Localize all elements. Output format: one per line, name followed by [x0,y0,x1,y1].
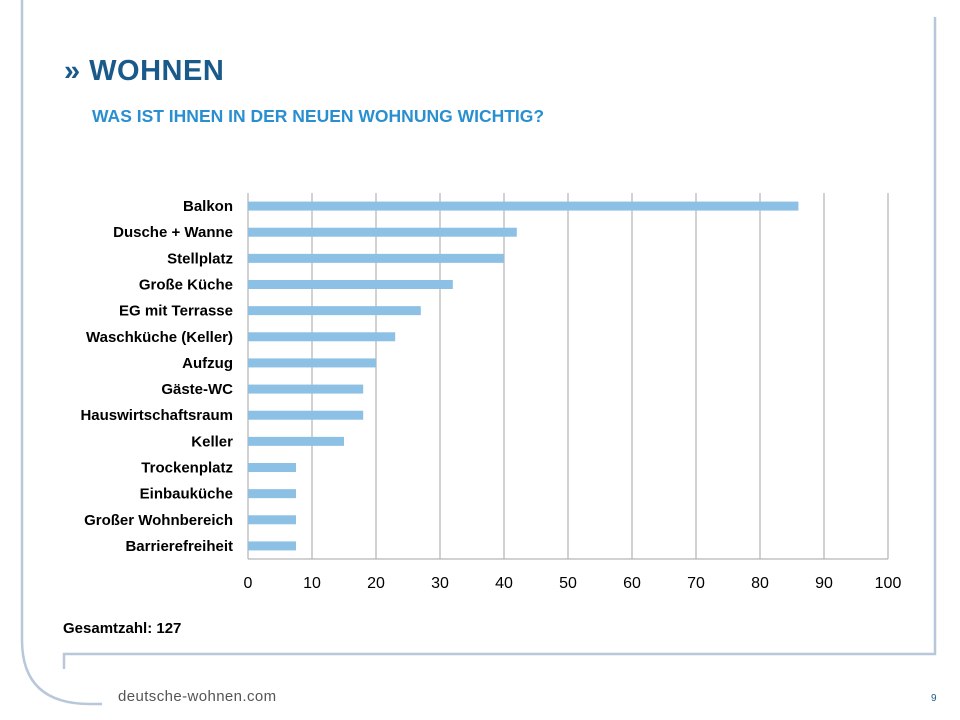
bar-0 [248,201,799,211]
bar-11 [248,489,296,499]
x-tick-label-80: 80 [751,575,769,592]
bar-4 [248,306,421,316]
category-label-5: Waschküche (Keller) [86,329,233,346]
page-subtitle: WAS IST IHNEN IN DER NEUEN WOHNUNG WICHT… [92,106,545,126]
frame-left-curve [20,0,102,706]
bar-6 [248,358,376,368]
category-label-11: Einbauküche [140,486,233,503]
category-label-10: Trockenplatz [141,460,233,477]
category-label-1: Dusche + Wanne [113,224,233,241]
category-label-3: Große Küche [139,277,233,294]
x-tick-label-70: 70 [687,575,705,592]
category-label-6: Aufzug [182,355,233,372]
category-labels: Balkon Dusche + Wanne Stellplatz Große Küch… [80,198,233,555]
total-count: Gesamtzahl: 127 [63,620,182,637]
bar-2 [248,253,504,263]
bar-3 [248,280,453,289]
x-tick-labels: 0 10 20 30 40 50 60 70 80 90 100 [244,575,902,592]
category-label-4: EG mit Terrasse [119,303,233,320]
category-label-12: Großer Wohnbereich [84,512,233,529]
category-label-7: Gäste-WC [161,381,233,398]
x-tick-label-90: 90 [815,575,833,592]
x-tick-label-30: 30 [431,575,449,592]
category-label-2: Stellplatz [167,250,233,267]
page-title: » WOHNEN [64,55,225,87]
x-tick-label-10: 10 [303,575,321,592]
category-label-0: Balkon [183,198,233,215]
x-tick-label-20: 20 [367,575,385,592]
bar-8 [248,410,364,420]
bar-12 [248,515,296,525]
footer-url: deutsche-wohnen.com [118,688,277,705]
x-tick-label-60: 60 [623,575,641,592]
bar-7 [248,384,364,394]
category-label-13: Barrierefreiheit [125,538,233,555]
category-label-9: Keller [191,433,233,450]
x-tick-label-40: 40 [495,575,513,592]
bar-9 [248,436,344,446]
x-tick-label-100: 100 [875,575,902,592]
x-tick-label-50: 50 [559,575,577,592]
bar-10 [248,463,296,472]
bar-1 [248,227,517,237]
x-tick-label-0: 0 [244,575,253,592]
bar-13 [248,541,296,551]
page-number: 9 [931,693,937,704]
frame-right-border [62,17,937,669]
bar-5 [248,332,396,342]
chart-grid [247,193,889,560]
chart-bars [248,201,799,551]
category-label-8: Hauswirtschaftsraum [80,407,233,424]
